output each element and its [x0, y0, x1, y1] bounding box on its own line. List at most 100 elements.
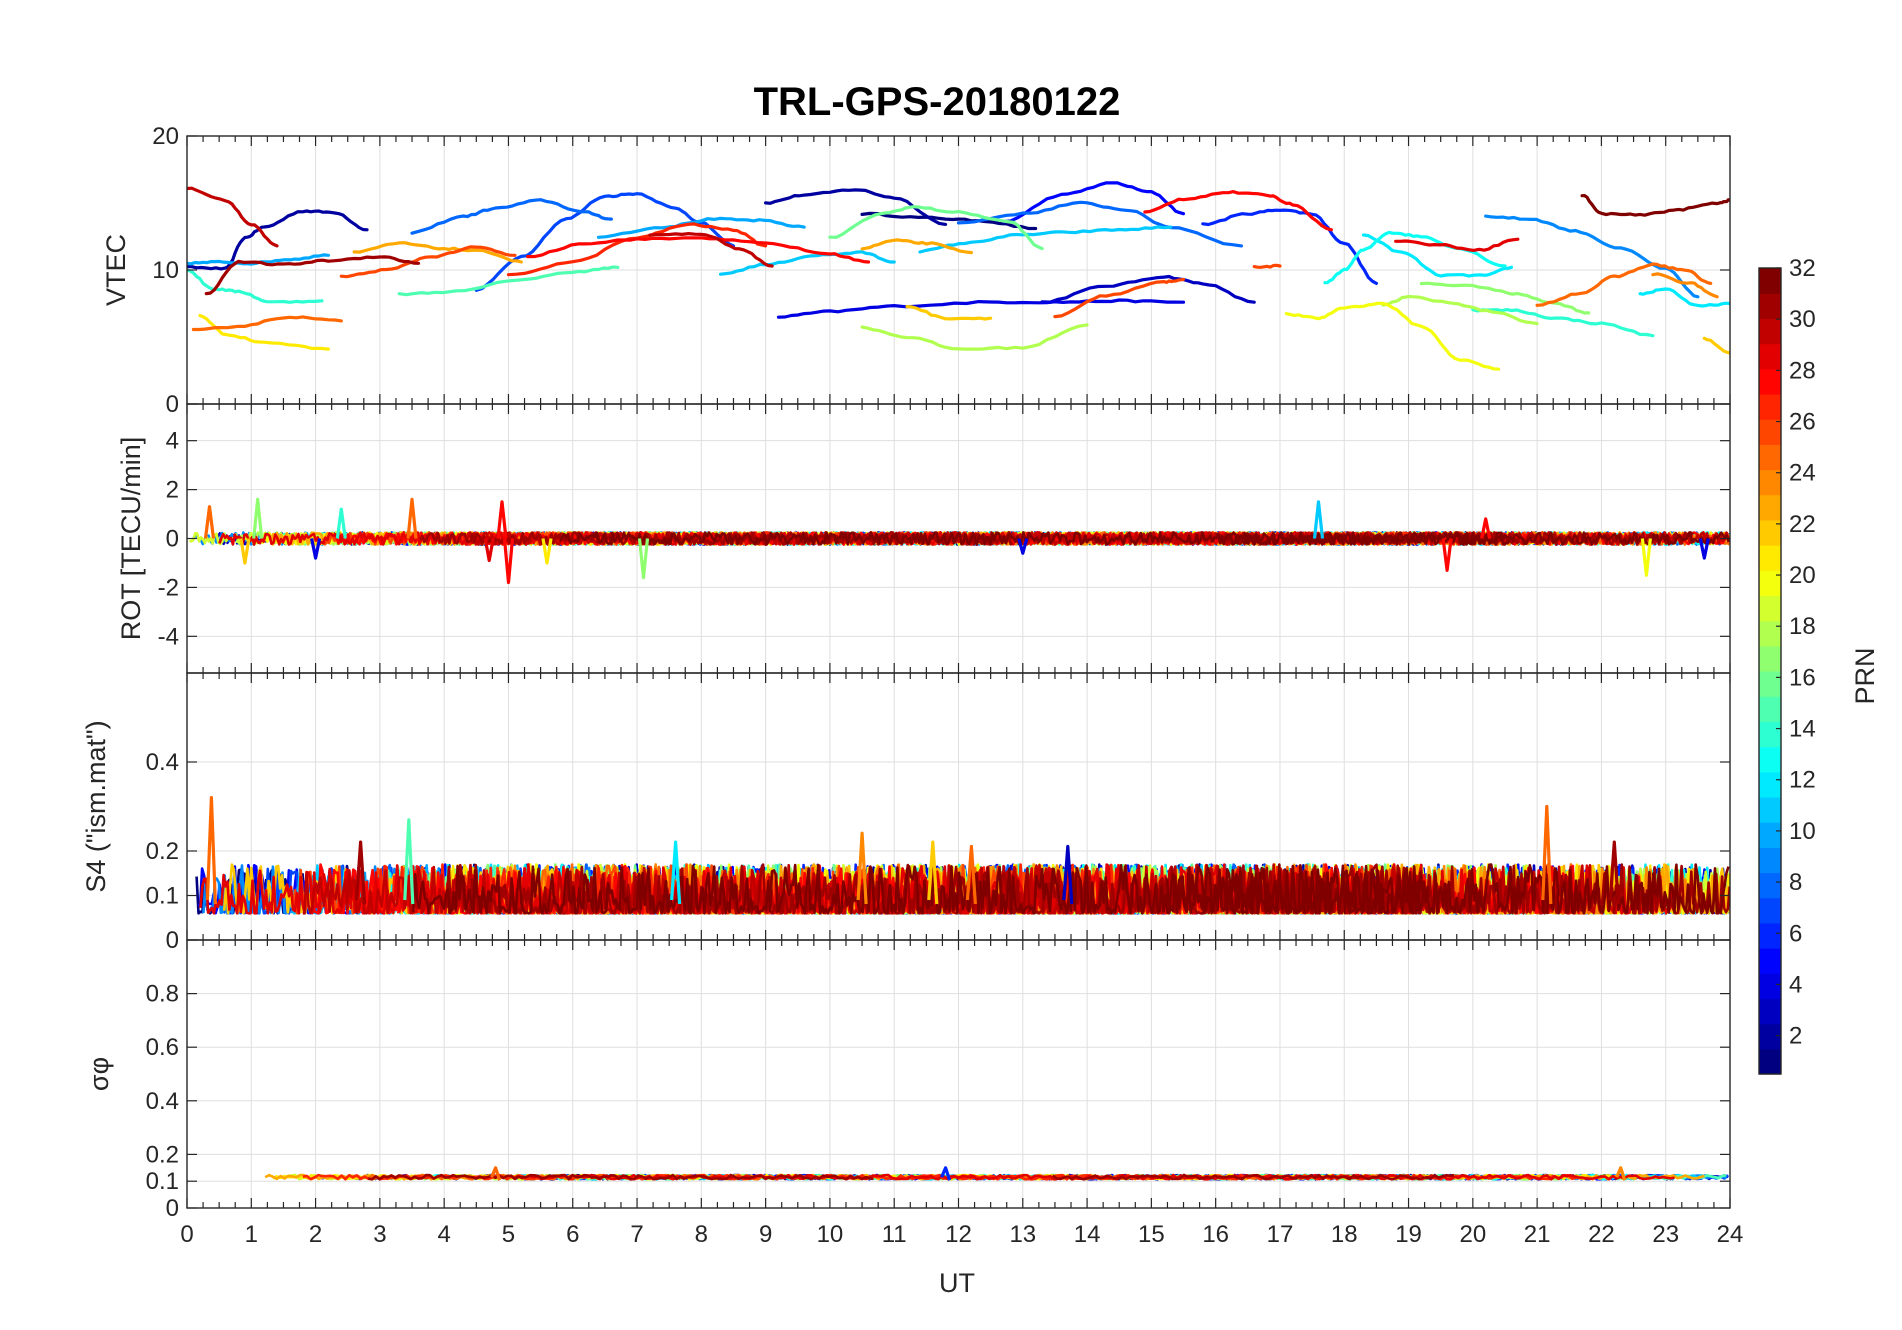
rot-spike-13: [1441, 538, 1453, 572]
s4-spike-5: [927, 840, 939, 905]
x-tick-label: 1: [245, 1221, 258, 1248]
vtec-track-prn-15: [397, 265, 620, 297]
panel-rot: -4 -2 0 2 4 ROT [TECU/min]: [116, 403, 1731, 674]
rot-spike-16: [1698, 538, 1710, 560]
x-tick-label: 23: [1652, 1221, 1679, 1248]
vtec-track-prn-28: [1143, 190, 1334, 232]
colorbar-segment: [1759, 444, 1781, 471]
vtec-track-prn-21: [198, 313, 330, 351]
x-tick-label: 22: [1588, 1221, 1615, 1248]
s4-series: [195, 795, 1730, 915]
colorbar-segment: [1759, 519, 1781, 546]
vtec-ytick-label: 20: [152, 123, 179, 150]
colorbar-segment: [1759, 343, 1781, 370]
s4-spike-3: [670, 840, 682, 905]
s4-ytick-label: 0.2: [146, 838, 179, 865]
rot-spike-7: [502, 538, 515, 585]
x-tick-label: 14: [1074, 1221, 1101, 1248]
vtec-track-prn-27: [506, 222, 768, 277]
vtec-track-prn-20: [1284, 301, 1501, 371]
x-tick-label: 11: [882, 1221, 907, 1248]
vtec-track-prn-29: [1394, 237, 1520, 252]
x-tick-label: 2: [309, 1221, 322, 1248]
colorbar-label: PRN: [1850, 647, 1880, 704]
s4-spike-8: [1541, 804, 1553, 905]
colorbar-tick-label: 2: [1789, 1023, 1802, 1050]
vtec-track-prn-31: [204, 255, 420, 296]
colorbar-segment: [1759, 1048, 1781, 1075]
chart-title: TRL-GPS-20180122: [754, 80, 1121, 124]
sigphi-ytick-label: 0.1: [146, 1168, 179, 1195]
x-axis: 0 1 2 3 4 5 6 7 8 9 10 11 12 13 14 15 16 17 18 19 20 21 22 23 24: [180, 1221, 1743, 1248]
colorbar-segment: [1759, 671, 1781, 697]
sigphi-ytick-label: 0.4: [146, 1088, 179, 1115]
colorbar-segment: [1759, 1023, 1781, 1050]
vtec-track-prn-14: [1471, 308, 1655, 338]
sigphi-spike-1: [940, 1166, 952, 1181]
sigphi-spike-2: [1615, 1166, 1627, 1181]
colorbar-tick-label: 30: [1789, 306, 1816, 333]
colorbar-segment: [1759, 570, 1781, 597]
vtec-track-prn-25: [1535, 262, 1713, 307]
x-tick-label: 16: [1202, 1221, 1229, 1248]
rot-ytick-label: 4: [166, 428, 179, 455]
rot-ytick-label: -4: [158, 623, 179, 650]
vtec-track-prn-30: [648, 232, 774, 268]
colorbar-segment: [1759, 998, 1781, 1025]
x-tick-label: 24: [1717, 1221, 1744, 1248]
colorbar-tick-label: 28: [1789, 357, 1816, 384]
colorbar-segment: [1759, 771, 1781, 798]
vtec-track-prn-30: [187, 186, 279, 248]
vtec-track-prn-5: [1001, 181, 1186, 224]
colorbar-segment: [1759, 847, 1781, 874]
rot-spike-12: [1312, 500, 1325, 539]
rot-spike-6: [496, 500, 508, 539]
rot-spike-10: [637, 538, 650, 580]
vtec-track-prn-10: [596, 216, 806, 239]
vtec-track-prn-18: [860, 323, 1089, 351]
colorbar-segment: [1759, 293, 1781, 319]
colorbar-tick-label: 6: [1789, 920, 1802, 947]
x-tick-label: 18: [1331, 1221, 1358, 1248]
vtec-track-prn-8: [410, 198, 613, 235]
colorbar-segment: [1759, 545, 1781, 571]
vtec-track-prn-24: [1651, 272, 1719, 299]
colorbar-tick-label: 12: [1789, 767, 1816, 794]
vtec-ytick-label: 10: [152, 257, 179, 284]
vtec-series: [187, 181, 1730, 371]
colorbar-segment: [1759, 746, 1781, 773]
s4-spike-4: [856, 831, 868, 905]
sigphi-series-prn-29-b: [1149, 1173, 1675, 1181]
vtec-track-prn-26: [339, 245, 517, 279]
vtec-track-prn-17: [1419, 281, 1591, 315]
sigphi-spike-0: [490, 1166, 502, 1181]
vtec-track-prn-2: [187, 209, 369, 271]
colorbar-segment: [1759, 872, 1781, 899]
rot-ytick-label: 2: [166, 477, 179, 504]
colorbar-tick-label: 16: [1789, 664, 1816, 691]
x-tick-label: 3: [373, 1221, 386, 1248]
vtec-track-prn-10: [187, 253, 330, 266]
s4-spike-2: [403, 818, 415, 905]
s4-spike-6: [965, 844, 977, 905]
vtec-track-prn-32: [1580, 194, 1730, 217]
colorbar-tick-label: 10: [1789, 818, 1816, 845]
sigphi-series-prn-31-b: [1052, 1173, 1455, 1181]
vtec-track-prn-22: [1702, 336, 1730, 355]
x-tick-label: 17: [1267, 1221, 1294, 1248]
colorbar-segment: [1759, 822, 1781, 848]
rot-spike-9: [541, 538, 553, 565]
rot-series-prn-32-b: [1226, 531, 1730, 546]
colorbar-tick-label: 14: [1789, 716, 1816, 743]
sigphi-series: [264, 1166, 1730, 1181]
s4-ytick-label: 0: [166, 927, 179, 954]
rot-spike-0: [203, 505, 216, 539]
colorbar-segment: [1759, 897, 1781, 924]
x-tick-label: 13: [1009, 1221, 1036, 1248]
rot-spike-8: [483, 538, 495, 563]
x-tick-label: 20: [1459, 1221, 1486, 1248]
rot-spike-14: [1480, 517, 1492, 539]
colorbar-segment: [1759, 620, 1781, 647]
